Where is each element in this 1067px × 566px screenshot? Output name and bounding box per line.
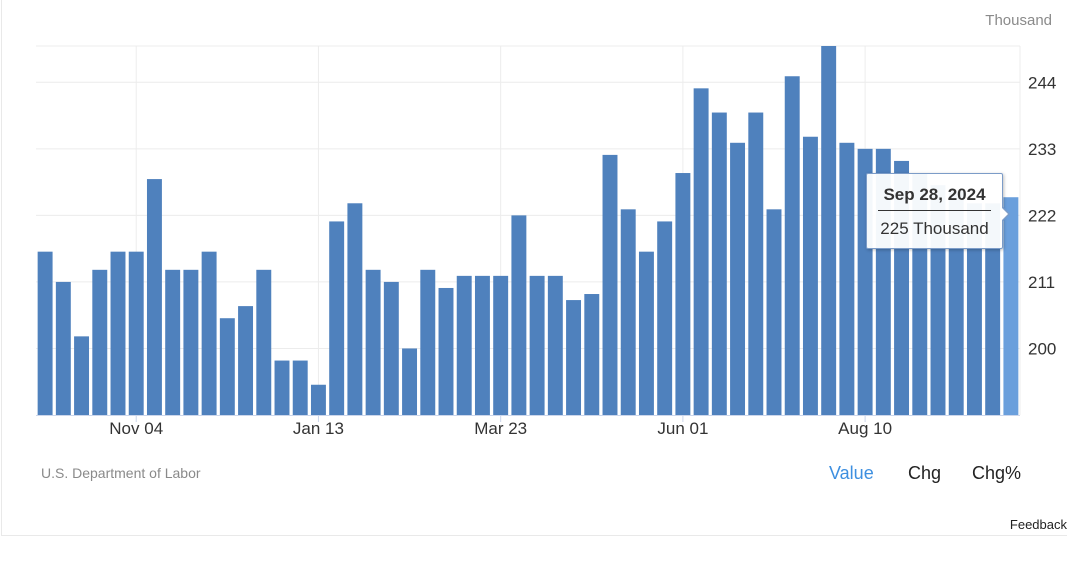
bar[interactable] [547,275,563,415]
y-tick-label: 233 [1028,140,1056,159]
bar[interactable] [383,281,399,415]
bar[interactable] [584,294,600,415]
tooltip-divider [878,210,991,211]
chart-container: 200 211 222 233 244 Nov 04 Jan 13 Mar 23 Jun 01… [1,0,1067,536]
bar[interactable] [493,275,509,415]
bar[interactable] [657,221,673,415]
tooltip-value: 225 Thousand [880,219,989,238]
bar[interactable] [310,384,326,415]
bar[interactable] [74,336,90,415]
bars [37,46,1019,416]
tab-value[interactable]: Value [829,463,874,483]
bar[interactable] [402,348,418,415]
bar[interactable] [511,215,527,415]
source-label: U.S. Department of Labor [41,465,201,481]
tab-chg[interactable]: Chg [908,463,942,483]
bar[interactable] [529,275,545,415]
bar[interactable] [256,269,272,415]
x-tick-label: Aug 10 [838,419,892,438]
tooltip-date: Sep 28, 2024 [883,185,986,204]
x-axis-ticks: Nov 04 Jan 13 Mar 23 Jun 01 Aug 10 [36,415,1020,438]
bar[interactable] [165,269,181,415]
bar[interactable] [347,203,363,415]
bar[interactable] [110,251,126,415]
bar[interactable] [474,275,490,415]
bar[interactable] [821,46,837,415]
feedback-link[interactable]: Feedback [1009,517,1067,532]
bar[interactable] [748,112,764,415]
y-tick-label: 200 [1028,339,1056,358]
unit-label: Thousand [985,12,1052,29]
x-tick-label: Jan 13 [293,419,344,438]
bar[interactable] [55,281,71,415]
y-tick-label: 244 [1028,73,1056,92]
bar[interactable] [219,318,235,415]
bar[interactable] [766,209,782,415]
bar[interactable] [365,269,381,415]
bar[interactable] [985,203,1001,415]
bar[interactable] [456,275,472,415]
bar[interactable] [730,142,746,416]
tab-chg-percent[interactable]: Chg% [972,463,1022,483]
bar[interactable] [201,251,217,415]
y-axis-ticks: 200 211 222 233 244 [1028,73,1056,358]
bar[interactable] [693,88,709,415]
bar[interactable] [183,269,199,415]
bar[interactable] [711,112,727,415]
bar[interactable] [37,251,53,415]
tooltip-arrow-inner [1001,207,1008,221]
y-tick-label: 211 [1028,273,1055,292]
bar[interactable] [620,209,636,415]
x-tick-label: Jun 01 [657,419,708,438]
x-tick-label: Mar 23 [474,419,527,438]
bar[interactable] [329,221,345,415]
bar[interactable] [784,76,800,415]
bar[interactable] [92,269,108,415]
bar[interactable] [438,287,454,415]
bar[interactable] [420,269,436,415]
bar[interactable] [128,251,144,415]
bar-chart: 200 211 222 233 244 Nov 04 Jan 13 Mar 23 Jun 01… [36,45,1056,438]
bar[interactable] [602,154,618,415]
bar[interactable] [839,142,855,416]
bar[interactable] [966,203,982,415]
bar[interactable] [566,300,582,415]
bar[interactable] [146,179,162,415]
bar[interactable] [638,251,654,415]
bar[interactable] [292,360,308,415]
y-tick-label: 222 [1028,206,1056,225]
bar[interactable] [238,306,254,415]
grid-lines [36,45,1021,415]
bar[interactable] [274,360,290,415]
x-tick-label: Nov 04 [109,419,163,438]
bar[interactable] [675,173,691,415]
tooltip: Sep 28, 2024 225 Thousand [866,173,1010,249]
bar[interactable] [802,136,818,416]
bar[interactable] [1003,197,1019,415]
